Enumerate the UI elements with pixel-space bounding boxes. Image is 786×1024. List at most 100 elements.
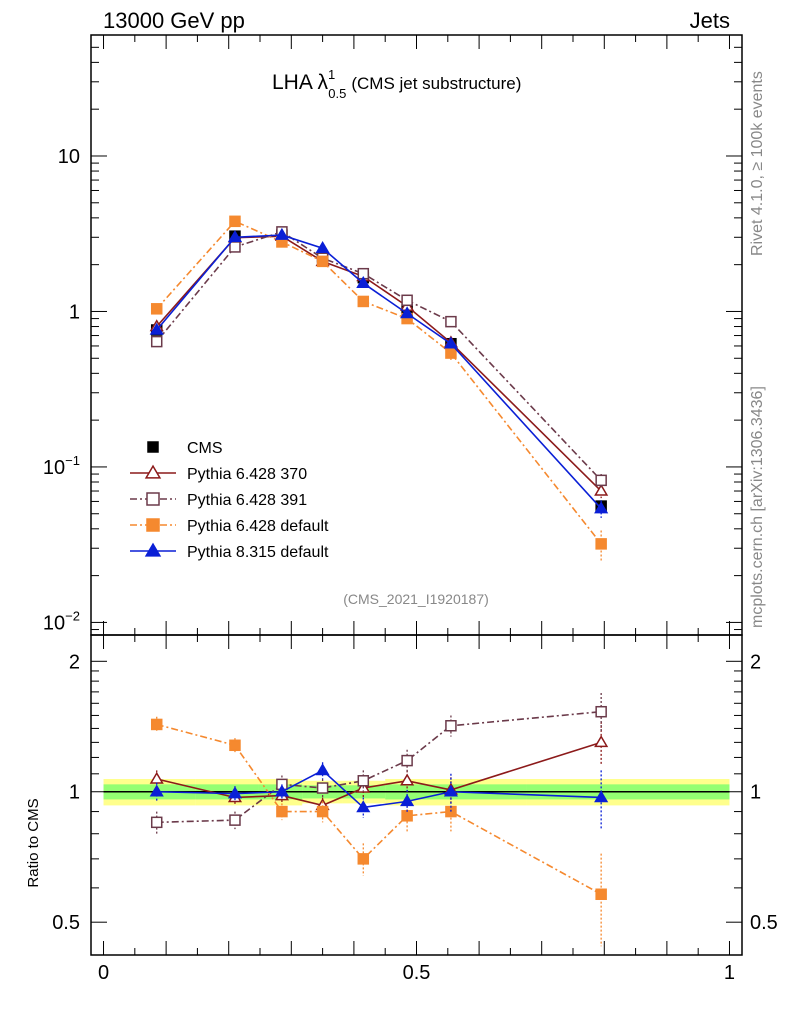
mcplots-label: mcplots.cern.ch [arXiv:1306.3436] <box>749 386 766 628</box>
legend-item: Pythia 6.428 370 <box>130 464 307 483</box>
title-main: LHA λ <box>272 71 329 94</box>
ratio-panel: 0 0.5 1 0.5 0.5 1 1 2 2 <box>52 634 778 984</box>
y-tick-label: 1 <box>69 301 80 323</box>
ratio-y-tick-label: 1 <box>69 782 80 804</box>
x-tick-label: 0.5 <box>403 962 431 984</box>
series-line <box>156 234 602 510</box>
ratio-point <box>443 784 458 797</box>
x-tick-label: 0 <box>98 962 109 984</box>
data-point <box>445 315 457 328</box>
ratio-ylabel: Ratio to CMS <box>25 798 42 887</box>
series-line <box>156 235 602 492</box>
data-point <box>150 335 163 348</box>
series-pythia-8-315-default <box>149 227 609 518</box>
data-point <box>150 303 163 315</box>
legend-label: CMS <box>187 440 223 457</box>
ratio-point <box>274 784 289 797</box>
data-point <box>443 336 458 349</box>
ratio-line <box>156 723 602 895</box>
ratio-y-tick-label-right: 0.5 <box>750 912 778 934</box>
main-panel: 10−2 10−1 1 10 <box>43 34 743 636</box>
y-tick-label: 10−2 <box>43 608 80 634</box>
legend-item: CMS <box>147 440 223 457</box>
legend-marker <box>146 492 160 506</box>
data-point <box>149 322 164 335</box>
legend: CMS Pythia 6.428 370 Pythia 6.428 391 Pythi… <box>130 440 329 561</box>
legend-item: Pythia 6.428 default <box>130 518 329 535</box>
ratio-point <box>150 718 163 731</box>
ratio-point <box>276 805 288 818</box>
data-point <box>595 474 607 487</box>
series-line <box>156 220 602 545</box>
ratio-point <box>229 739 241 752</box>
ratio-y-tick-label: 0.5 <box>52 912 80 934</box>
data-point <box>316 255 329 268</box>
data-point <box>227 230 243 243</box>
ratio-point <box>316 805 329 818</box>
ratio-point <box>227 786 243 799</box>
data-point <box>594 483 609 496</box>
data-point <box>229 241 241 253</box>
svg-text:LHA λ10.5(CMS jet substructure: LHA λ1 0.5 (CMS jet substructure) <box>272 67 521 101</box>
process-label: Jets <box>690 8 730 33</box>
ratio-point <box>149 784 164 797</box>
data-point <box>315 241 330 254</box>
legend-label: Pythia 6.428 391 <box>187 492 307 509</box>
data-point <box>401 294 413 307</box>
ratio-y-tick-label: 2 <box>69 651 80 673</box>
data-point <box>595 538 607 550</box>
series-line <box>156 230 602 481</box>
plot-title: LHA λ1 0.5 (CMS jet substructure) <box>272 67 521 101</box>
ratio-point <box>401 810 413 822</box>
ratio-point <box>150 816 163 829</box>
series-pythia-6-428-370 <box>149 228 609 499</box>
ratio-y-tick-label-right: 2 <box>750 651 761 673</box>
x-tick-label: 1 <box>724 962 735 984</box>
data-point <box>274 227 289 240</box>
ratio-line <box>156 741 602 807</box>
series-pythia-6-428-default <box>150 215 607 561</box>
ratio-point <box>356 800 371 813</box>
ratio-point <box>229 814 241 826</box>
legend-marker <box>146 518 160 532</box>
ratio-point <box>357 775 370 787</box>
ratio-point <box>445 720 457 732</box>
y-tick-label: 10−1 <box>43 453 80 479</box>
ratio-point <box>595 705 607 718</box>
legend-label: Pythia 6.428 370 <box>187 466 307 483</box>
data-point <box>594 501 609 514</box>
ratio-point <box>594 735 609 748</box>
ratio-y-tick-label-right: 1 <box>750 782 761 804</box>
data-point <box>356 275 371 288</box>
analysis-label: (CMS_2021_I1920187) <box>343 591 489 607</box>
title-sup: 1 <box>328 67 335 82</box>
legend-marker <box>147 441 159 453</box>
title-suffix: (CMS jet substructure) <box>351 74 521 93</box>
ratio-line <box>156 710 602 824</box>
legend-marker <box>144 542 162 557</box>
data-point <box>445 347 457 359</box>
ratio-point <box>401 754 413 767</box>
data-point <box>400 306 415 319</box>
legend-label: Pythia 6.428 default <box>187 518 329 535</box>
y-tick-label: 10 <box>58 146 80 168</box>
ratio-point <box>357 853 370 865</box>
legend-item: Pythia 6.428 391 <box>130 492 307 509</box>
ratio-series-pythia-6-428-default <box>150 716 607 947</box>
legend-item: Pythia 8.315 default <box>130 542 329 561</box>
data-point <box>357 295 370 308</box>
ratio-point <box>400 773 415 786</box>
legend-label: Pythia 8.315 default <box>187 544 329 561</box>
rivet-version-label: Rivet 4.1.0, ≥ 100k events <box>749 71 766 256</box>
ratio-point <box>400 794 415 807</box>
ratio-point <box>595 888 607 901</box>
legend-marker <box>144 464 162 479</box>
ratio-line <box>156 769 602 809</box>
ratio-series-pythia-6-428-391 <box>150 692 607 834</box>
ratio-point <box>315 763 330 776</box>
ratio-point <box>594 790 609 803</box>
ratio-series-pythia-8-315-default <box>149 762 609 830</box>
data-point <box>229 215 241 228</box>
ratio-point <box>316 782 329 794</box>
